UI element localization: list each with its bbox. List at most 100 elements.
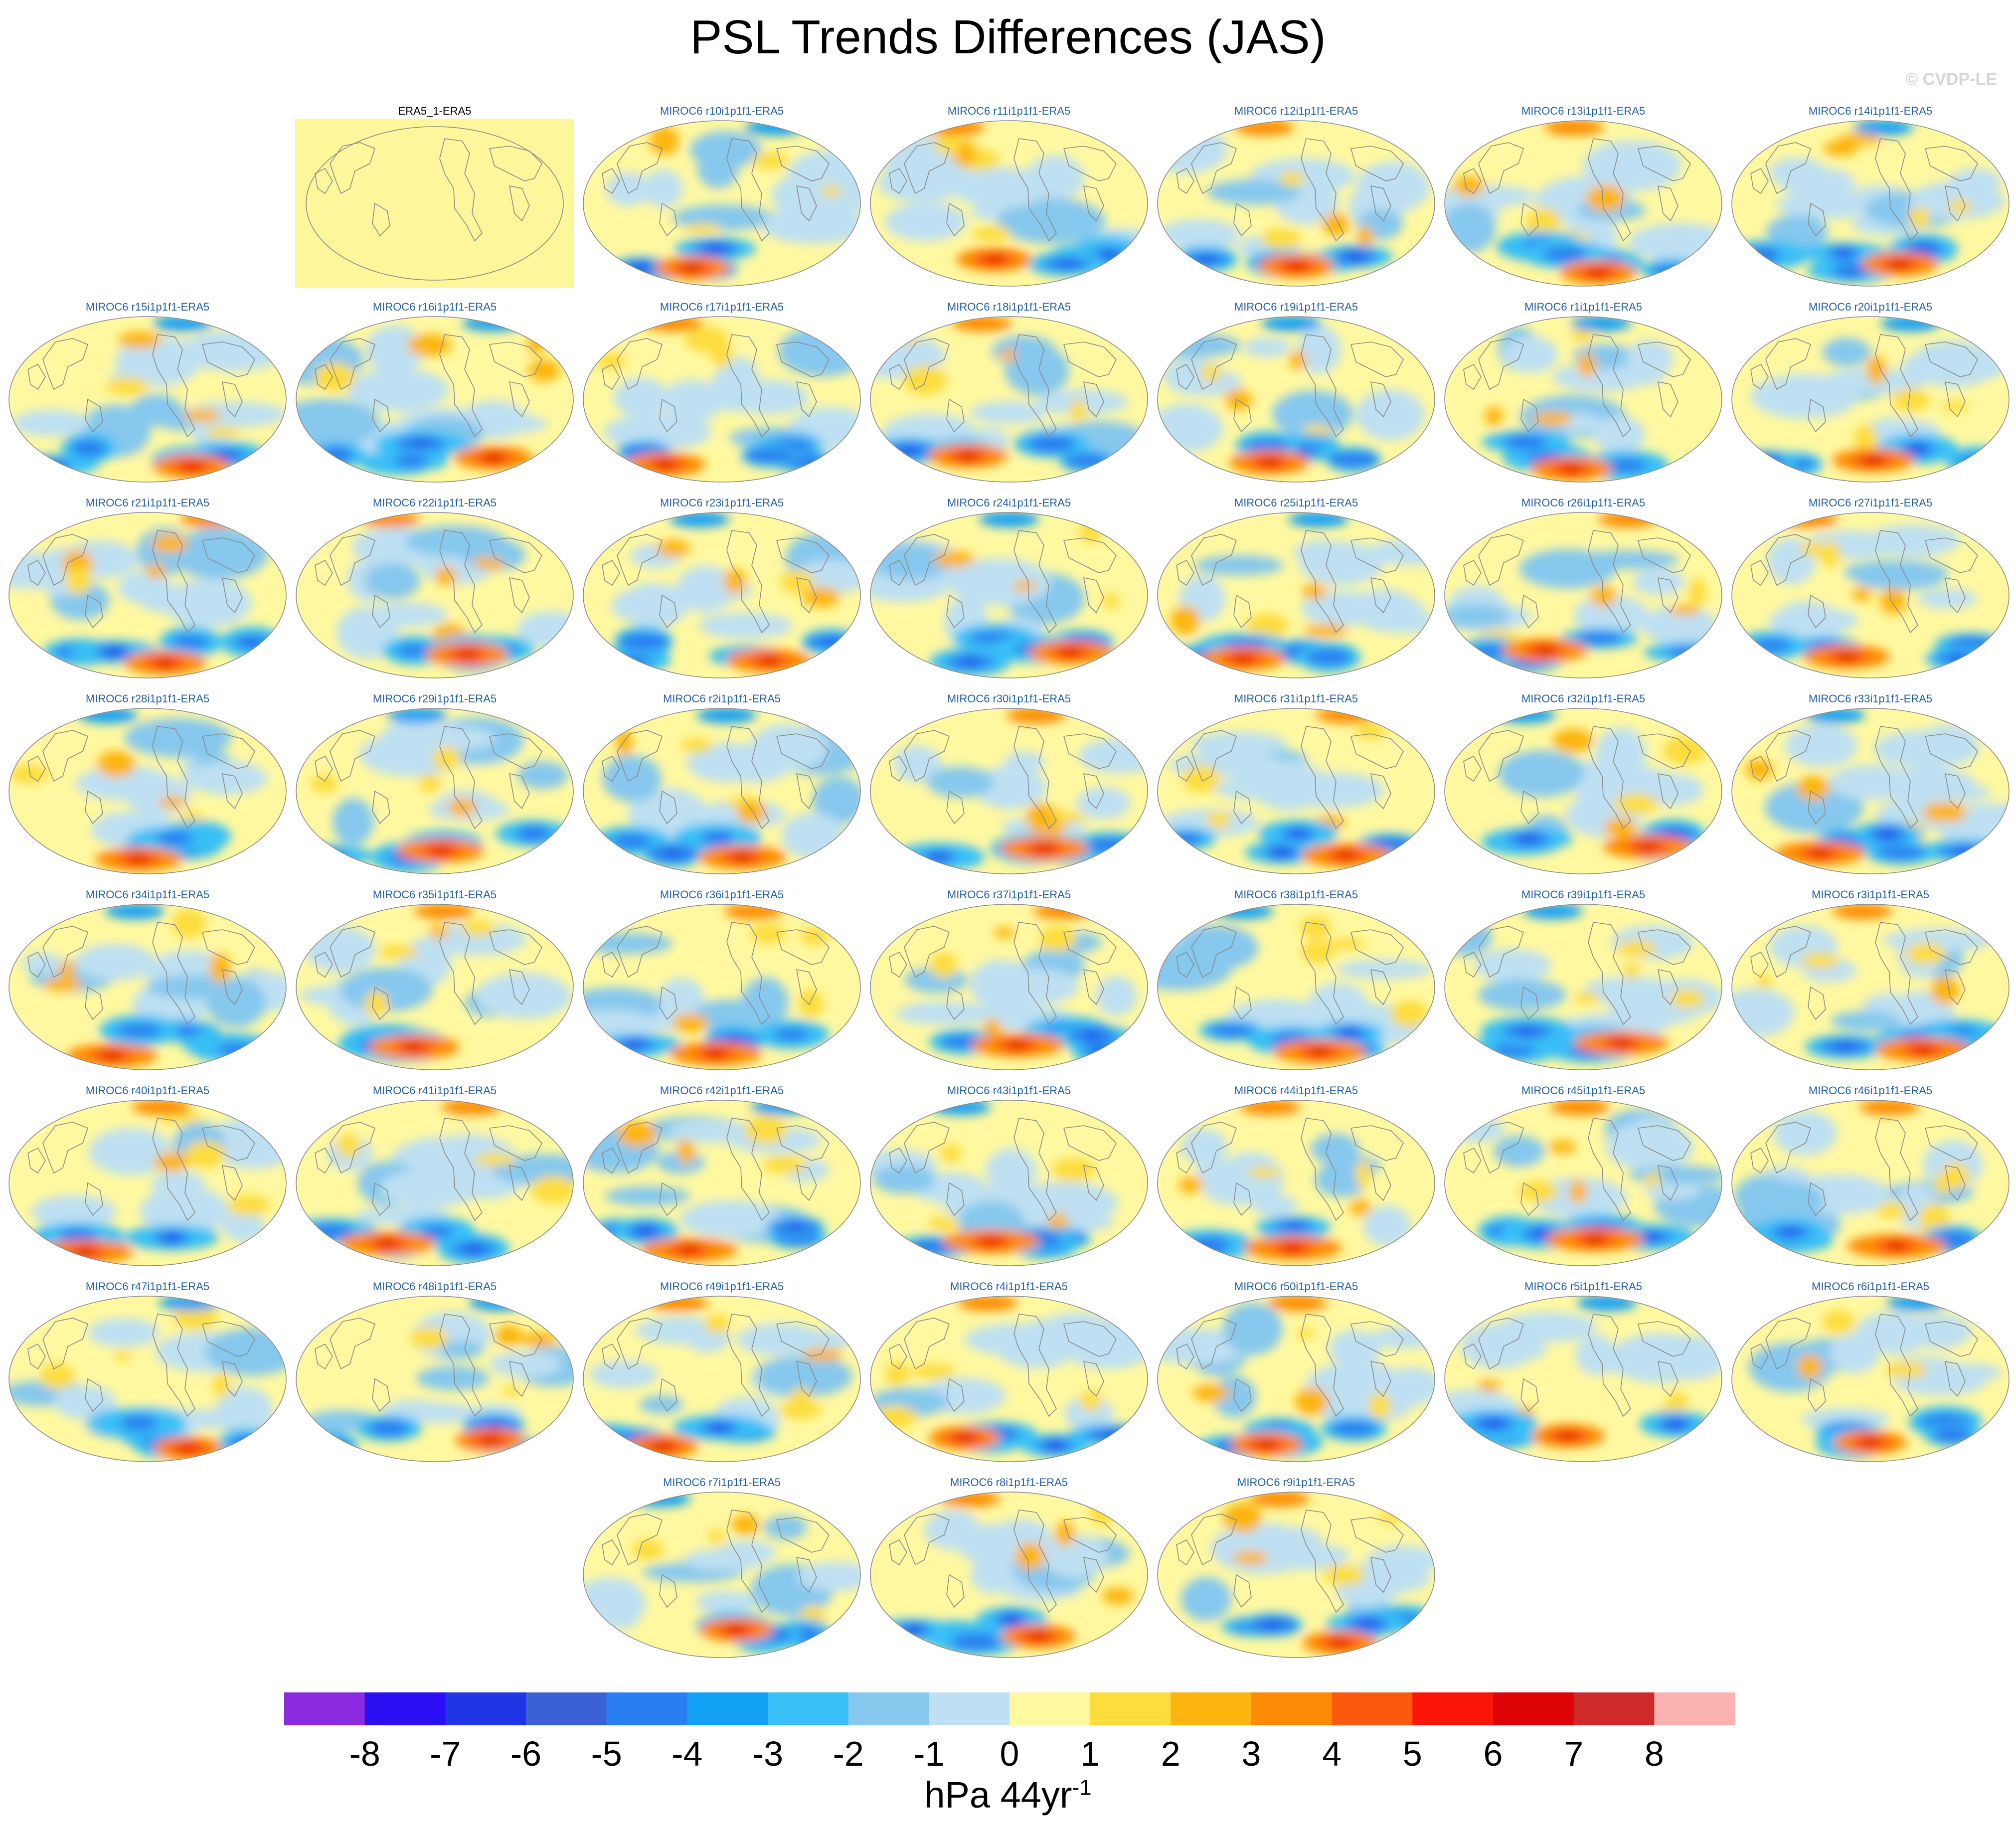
panel-label: MIROC6 r9i1p1f1-ERA5: [1237, 1476, 1355, 1489]
map-panel: MIROC6 r7i1p1f1-ERA5: [582, 1476, 861, 1661]
figure-title: PSL Trends Differences (JAS): [690, 10, 1326, 64]
anomaly-map: [1444, 316, 1722, 483]
colorbar-swatch: [1090, 1692, 1171, 1725]
map-panel: MIROC6 r38i1p1f1-ERA5: [1157, 888, 1436, 1073]
map-panel: MIROC6 r8i1p1f1-ERA5: [869, 1476, 1149, 1661]
colorbar-swatch: [526, 1692, 607, 1725]
panel-label: MIROC6 r41i1p1f1-ERA5: [372, 1084, 497, 1097]
colorbar-swatch: [929, 1692, 1010, 1725]
panel-label: MIROC6 r15i1p1f1-ERA5: [85, 301, 210, 313]
map-panel: MIROC6 r16i1p1f1-ERA5: [295, 301, 574, 485]
colorbar-tick-label: -2: [833, 1734, 864, 1773]
panel-label: MIROC6 r17i1p1f1-ERA5: [660, 301, 784, 313]
colorbar-tick-label: 2: [1161, 1734, 1180, 1773]
map-panel: MIROC6 r37i1p1f1-ERA5: [869, 888, 1149, 1073]
anomaly-map: [870, 1296, 1148, 1462]
colorbar-swatch: [848, 1692, 929, 1725]
panel-label: MIROC6 r12i1p1f1-ERA5: [1234, 105, 1358, 117]
panel-label: MIROC6 r2i1p1f1-ERA5: [663, 692, 781, 705]
panel-label: MIROC6 r29i1p1f1-ERA5: [372, 692, 497, 705]
colorbar-swatch: [768, 1692, 849, 1725]
colorbar-swatch: [606, 1692, 687, 1725]
map-panel: MIROC6 r17i1p1f1-ERA5: [582, 301, 861, 485]
colorbar: [284, 1692, 1735, 1725]
colorbar-swatch: [445, 1692, 526, 1725]
colorbar-swatch: [1332, 1692, 1413, 1725]
panel-label: MIROC6 r8i1p1f1-ERA5: [950, 1476, 1068, 1489]
map-panel: MIROC6 r30i1p1f1-ERA5: [869, 692, 1149, 877]
panel-label: MIROC6 r22i1p1f1-ERA5: [372, 497, 497, 509]
map-panel: MIROC6 r31i1p1f1-ERA5: [1157, 692, 1436, 877]
colorbar-tick-label: -5: [591, 1734, 622, 1773]
anomaly-map: [1444, 1296, 1722, 1462]
map-panel: MIROC6 r47i1p1f1-ERA5: [8, 1280, 287, 1465]
panel-label: MIROC6 r28i1p1f1-ERA5: [85, 692, 210, 705]
panel-label: MIROC6 r3i1p1f1-ERA5: [1812, 888, 1929, 901]
anomaly-map: [870, 512, 1148, 678]
anomaly-map: [870, 708, 1148, 874]
colorbar-units: hPa 44yr: [924, 1774, 1072, 1816]
panel-label: MIROC6 r20i1p1f1-ERA5: [1808, 301, 1933, 313]
map-panel: MIROC6 r42i1p1f1-ERA5: [582, 1084, 861, 1269]
panel-label: MIROC6 r45i1p1f1-ERA5: [1521, 1084, 1646, 1097]
anomaly-map: [1157, 120, 1435, 287]
anomaly-map: [1157, 1100, 1435, 1266]
anomaly-map: [583, 1296, 861, 1462]
anomaly-map: [296, 708, 574, 874]
map-panel: MIROC6 r11i1p1f1-ERA5: [869, 105, 1149, 289]
map-panel: MIROC6 r2i1p1f1-ERA5: [582, 692, 861, 877]
colorbar-tick-label: 1: [1080, 1734, 1100, 1773]
map-panel: MIROC6 r50i1p1f1-ERA5: [1157, 1280, 1436, 1465]
map-panel: MIROC6 r19i1p1f1-ERA5: [1157, 301, 1436, 485]
map-panel: MIROC6 r23i1p1f1-ERA5: [582, 497, 861, 681]
panel-label: MIROC6 r35i1p1f1-ERA5: [372, 888, 497, 901]
anomaly-map: [1157, 1492, 1435, 1658]
panel-label: MIROC6 r40i1p1f1-ERA5: [85, 1084, 210, 1097]
colorbar-tick-label: -8: [349, 1734, 380, 1773]
map-panel: MIROC6 r4i1p1f1-ERA5: [869, 1280, 1149, 1465]
map-panel: MIROC6 r29i1p1f1-ERA5: [295, 692, 574, 877]
colorbar-tick-label: 5: [1402, 1734, 1422, 1773]
anomaly-map: [1731, 1296, 2010, 1462]
panel-label: MIROC6 r36i1p1f1-ERA5: [660, 888, 784, 901]
colorbar-tick-label: 3: [1241, 1734, 1261, 1773]
colorbar-tick-label: -6: [510, 1734, 542, 1773]
panel-label: MIROC6 r1i1p1f1-ERA5: [1524, 301, 1642, 313]
colorbar-tick-label: 4: [1322, 1734, 1342, 1773]
anomaly-map: [1444, 904, 1722, 1070]
anomaly-map: [1157, 708, 1435, 874]
panel-label: MIROC6 r5i1p1f1-ERA5: [1524, 1280, 1642, 1293]
colorbar-tick-label: -4: [672, 1734, 703, 1773]
anomaly-map: [1157, 904, 1435, 1070]
colorbar-swatch: [1171, 1692, 1252, 1725]
colorbar-swatch: [1009, 1692, 1091, 1725]
map-panel: MIROC6 r9i1p1f1-ERA5: [1157, 1476, 1436, 1661]
anomaly-map: [296, 1100, 574, 1266]
colorbar-swatch: [687, 1692, 768, 1725]
panel-label: MIROC6 r26i1p1f1-ERA5: [1521, 497, 1646, 509]
anomaly-map: [583, 1492, 861, 1658]
colorbar-swatch: [1573, 1692, 1655, 1725]
map-panel: MIROC6 r10i1p1f1-ERA5: [582, 105, 861, 289]
colorbar-swatch: [1251, 1692, 1333, 1725]
panel-label: MIROC6 r18i1p1f1-ERA5: [947, 301, 1071, 313]
map-panel: MIROC6 r1i1p1f1-ERA5: [1444, 301, 1723, 485]
panel-label: MIROC6 r16i1p1f1-ERA5: [372, 301, 497, 313]
panel-label: MIROC6 r32i1p1f1-ERA5: [1521, 692, 1646, 705]
map-panel: MIROC6 r5i1p1f1-ERA5: [1444, 1280, 1723, 1465]
map-panel: MIROC6 r3i1p1f1-ERA5: [1731, 888, 2010, 1073]
anomaly-map: [583, 316, 861, 483]
anomaly-map: [8, 1296, 287, 1462]
panel-label: MIROC6 r37i1p1f1-ERA5: [947, 888, 1071, 901]
panel-label: ERA5_1-ERA5: [398, 105, 472, 117]
anomaly-map: [583, 120, 861, 287]
panel-label: MIROC6 r27i1p1f1-ERA5: [1808, 497, 1933, 509]
anomaly-map: [1444, 120, 1722, 287]
anomaly-map: [1444, 708, 1722, 874]
map-panel: MIROC6 r34i1p1f1-ERA5: [8, 888, 287, 1073]
map-panel: ERA5_1-ERA5: [295, 105, 574, 289]
panel-label: MIROC6 r46i1p1f1-ERA5: [1808, 1084, 1933, 1097]
panel-label: MIROC6 r25i1p1f1-ERA5: [1234, 497, 1358, 509]
map-panel: MIROC6 r33i1p1f1-ERA5: [1731, 692, 2010, 877]
panel-label: MIROC6 r48i1p1f1-ERA5: [372, 1280, 497, 1293]
